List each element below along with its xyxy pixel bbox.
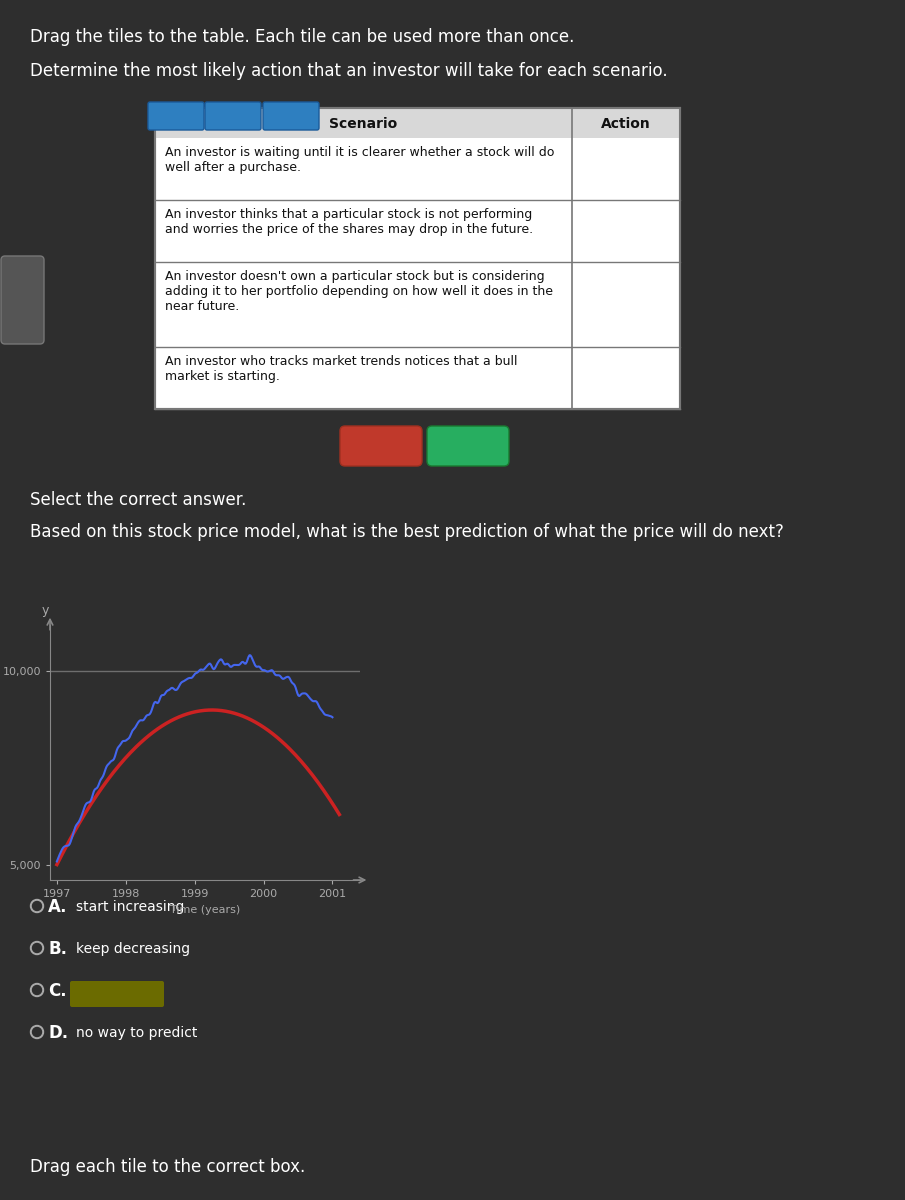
Text: hold: hold — [220, 110, 246, 124]
Text: Scenario: Scenario — [329, 116, 397, 131]
Circle shape — [31, 984, 43, 996]
Circle shape — [31, 900, 43, 912]
Text: An investor doesn't own a particular stock but is considering
adding it to her p: An investor doesn't own a particular sto… — [165, 270, 553, 313]
Text: buy: buy — [165, 110, 187, 124]
Text: hold value: hold value — [76, 984, 148, 998]
FancyBboxPatch shape — [70, 982, 164, 1007]
Text: Select the correct answer.: Select the correct answer. — [30, 491, 246, 509]
FancyBboxPatch shape — [263, 102, 319, 130]
Text: Action: Action — [601, 116, 651, 131]
Circle shape — [31, 1026, 43, 1038]
Text: keep decreasing: keep decreasing — [76, 942, 190, 956]
Text: Determine the most likely action that an investor will take for each scenario.: Determine the most likely action that an… — [30, 62, 668, 80]
Circle shape — [33, 943, 42, 953]
FancyBboxPatch shape — [155, 108, 680, 409]
Circle shape — [33, 985, 42, 995]
Circle shape — [33, 1027, 42, 1037]
FancyBboxPatch shape — [155, 108, 680, 138]
Text: Drag each tile to the correct box.: Drag each tile to the correct box. — [30, 1158, 305, 1176]
Text: A.: A. — [48, 898, 68, 916]
FancyBboxPatch shape — [427, 426, 509, 466]
FancyBboxPatch shape — [340, 426, 422, 466]
Text: An investor thinks that a particular stock is not performing
and worries the pri: An investor thinks that a particular sto… — [165, 208, 533, 236]
Circle shape — [31, 942, 43, 954]
Circle shape — [33, 901, 42, 911]
FancyBboxPatch shape — [205, 102, 261, 130]
Text: Next: Next — [452, 440, 484, 454]
Text: B.: B. — [48, 940, 67, 958]
Text: start increasing: start increasing — [76, 900, 185, 914]
X-axis label: Time (years): Time (years) — [170, 905, 240, 914]
Text: y: y — [42, 604, 49, 617]
Text: sell: sell — [281, 110, 301, 124]
Text: An investor is waiting until it is clearer whether a stock will do
well after a : An investor is waiting until it is clear… — [165, 146, 555, 174]
FancyBboxPatch shape — [148, 102, 204, 130]
Text: Based on this stock price model, what is the best prediction of what the price w: Based on this stock price model, what is… — [30, 523, 784, 541]
Text: Reset: Reset — [362, 440, 400, 454]
Text: Drag the tiles to the table. Each tile can be used more than once.: Drag the tiles to the table. Each tile c… — [30, 28, 575, 46]
Text: An investor who tracks market trends notices that a bull
market is starting.: An investor who tracks market trends not… — [165, 355, 518, 383]
Text: >: > — [10, 286, 33, 314]
Text: no way to predict: no way to predict — [76, 1026, 197, 1040]
Text: C.: C. — [48, 982, 67, 1000]
Text: D.: D. — [48, 1024, 68, 1042]
FancyBboxPatch shape — [1, 256, 44, 344]
